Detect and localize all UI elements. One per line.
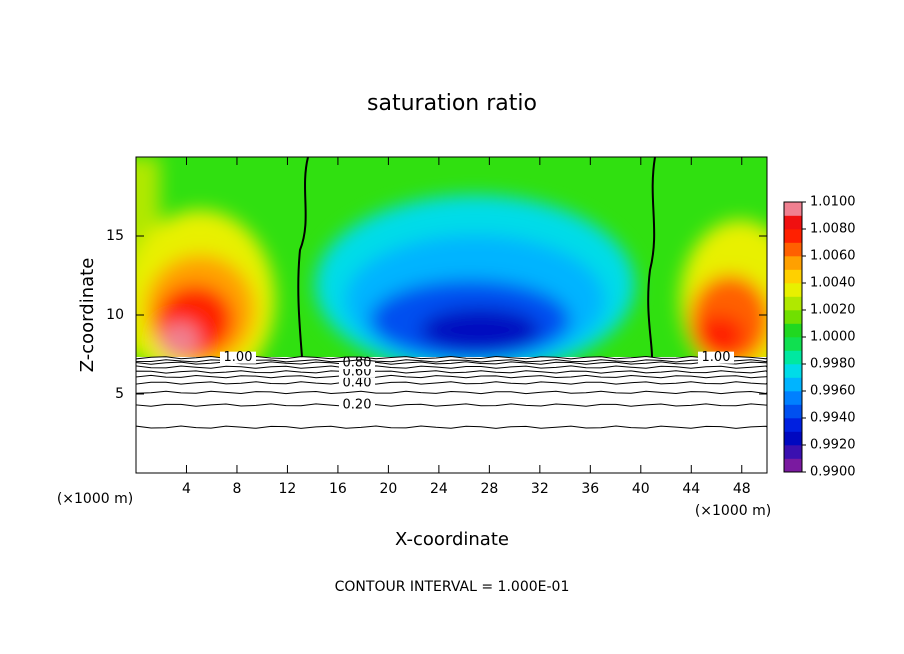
colorbar-band: [784, 350, 802, 365]
colorbar-band: [784, 377, 802, 392]
colorbar-band: [784, 215, 802, 230]
colorbar-band: [784, 283, 802, 297]
contour-line: [135, 403, 768, 407]
colorbar-tick-label: 1.0020: [810, 303, 856, 318]
colorbar-band: [784, 404, 802, 419]
colorbar-tick-label: 1.0080: [810, 222, 856, 237]
x-tick-label: 16: [329, 481, 347, 497]
colorbar-band: [784, 337, 802, 351]
colorbar-band: [784, 364, 802, 378]
colorbar-tick-label: 0.9980: [810, 357, 856, 372]
x-tick-label: 24: [430, 481, 448, 497]
x-unit-label: (×1000 m): [695, 503, 771, 519]
colorbar-tick-label: 1.0000: [810, 330, 856, 345]
contour-label-bg: [220, 351, 256, 364]
x-tick-label: 28: [480, 481, 498, 497]
contour-line: [135, 381, 768, 385]
x-tick-label: 12: [279, 481, 297, 497]
colorbar-band: [784, 256, 802, 270]
x-tick-label: 20: [379, 481, 397, 497]
colorbar-band: [784, 202, 802, 216]
colorbar-band: [784, 310, 802, 324]
unity-contour: [647, 157, 656, 358]
contour-label-bg: [698, 351, 734, 364]
colorbar-tick-label: 0.9920: [810, 438, 856, 453]
x-tick-label: 4: [182, 481, 191, 497]
contour-line: [135, 425, 768, 429]
y-tick-label: 10: [106, 307, 124, 323]
x-tick-label: 44: [682, 481, 700, 497]
field-below: [136, 357, 767, 473]
contour-line: [135, 390, 768, 395]
y-tick-label: 15: [106, 228, 124, 244]
x-tick-label: 32: [531, 481, 549, 497]
colorbar-tick-label: 0.9960: [810, 384, 856, 399]
contour-label: 0.20: [343, 398, 372, 413]
field: [136, 157, 767, 473]
colorbar-band: [784, 431, 802, 446]
footnote: CONTOUR INTERVAL = 1.000E-01: [335, 579, 570, 595]
colorbar-band: [784, 242, 802, 257]
contour-line: [135, 374, 768, 379]
x-axis-label: X-coordinate: [395, 529, 509, 550]
x-tick-label: 36: [581, 481, 599, 497]
colorbar-band: [784, 269, 802, 284]
colorbar-tick-label: 0.9940: [810, 411, 856, 426]
x-unit-label: (×1000 m): [57, 491, 133, 507]
contour-label-bg: [339, 376, 375, 389]
field-shading: [136, 157, 767, 390]
contour-label: 0.40: [343, 375, 372, 390]
contour-line: [135, 365, 768, 369]
unity-contour: [297, 157, 309, 358]
colorbar-band: [784, 458, 802, 473]
colorbar-tick-label: 1.0100: [810, 195, 856, 210]
colorbar-tick-label: 1.0060: [810, 249, 856, 264]
contour-line: [135, 370, 768, 374]
y-tick-label: 5: [115, 386, 124, 402]
chart-title: saturation ratio: [367, 91, 537, 116]
colorbar-tick-label: 0.9900: [810, 465, 856, 480]
y-axis-label: Z-coordinate: [77, 258, 98, 373]
x-tick-label: 40: [632, 481, 650, 497]
contour-label: 1.00: [702, 350, 731, 365]
colorbar-band: [784, 296, 802, 311]
colorbar-band: [784, 391, 802, 405]
contour-label-bg: [339, 399, 375, 412]
colorbar-tick-label: 1.0040: [810, 276, 856, 291]
colorbar-band: [784, 323, 802, 338]
colorbar-band: [784, 445, 802, 459]
colorbar-band: [784, 418, 802, 432]
colorbar-band: [784, 229, 802, 243]
contour-label: 1.00: [224, 350, 253, 365]
contour-label: 0.80: [343, 356, 372, 371]
x-tick-label: 48: [733, 481, 751, 497]
x-tick-label: 8: [232, 481, 241, 497]
